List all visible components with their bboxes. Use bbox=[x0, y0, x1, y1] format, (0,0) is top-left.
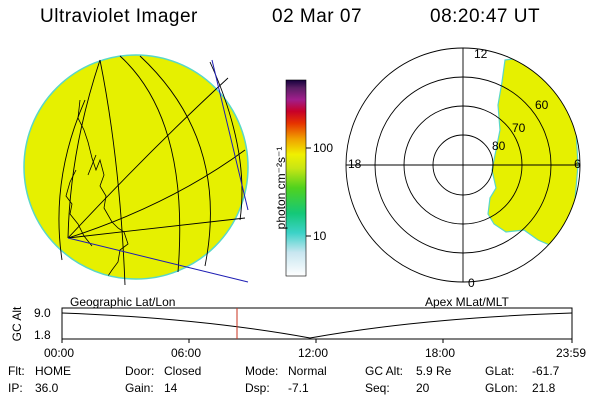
mode-key: Mode: bbox=[245, 364, 279, 378]
altitude-ytick-high: 9.0 bbox=[34, 306, 51, 320]
xtick-label-1800: 18:00 bbox=[425, 346, 456, 360]
door-value: Closed bbox=[164, 364, 202, 378]
gain-key: Gain: bbox=[125, 381, 154, 395]
xtick-label-0000: 00:00 bbox=[44, 346, 75, 360]
gc-alt-value: 5.9 Re bbox=[416, 364, 452, 378]
glat-value: -61.7 bbox=[532, 364, 560, 378]
altitude-ytick-low: 1.8 bbox=[34, 328, 51, 342]
ip-key: IP: bbox=[8, 381, 23, 395]
colorbar-gradient bbox=[285, 79, 307, 277]
mode-value: Normal bbox=[288, 364, 327, 378]
glon-value: 21.8 bbox=[532, 381, 556, 395]
xtick-label-2359: 23:59 bbox=[556, 346, 587, 360]
flight-key: Flt: bbox=[8, 364, 25, 378]
mlt-label-6: 6 bbox=[574, 157, 581, 171]
mlat-label-80: 80 bbox=[492, 139, 506, 153]
mlt-label-0: 0 bbox=[468, 276, 475, 290]
apex-panel-label: Apex MLat/MLT bbox=[425, 295, 509, 309]
dsp-value: -7.1 bbox=[288, 381, 309, 395]
instrument-title: Ultraviolet Imager bbox=[40, 6, 198, 27]
mlat-label-70: 70 bbox=[512, 121, 526, 135]
flight-value: HOME bbox=[35, 364, 71, 378]
coastline-overlay bbox=[65, 99, 129, 279]
seq-value: 20 bbox=[416, 381, 430, 395]
glon-key: GLon: bbox=[485, 381, 518, 395]
satellite-track-line bbox=[67, 237, 249, 283]
terminator-line bbox=[211, 59, 249, 211]
mlt-label-18: 18 bbox=[348, 157, 362, 171]
xtick-label-0600: 06:00 bbox=[171, 346, 202, 360]
gain-value: 14 bbox=[164, 381, 178, 395]
altitude-axis-label: GC Alt bbox=[10, 306, 24, 342]
colorbar-label-100: 100 bbox=[313, 141, 334, 155]
ip-value: 36.0 bbox=[35, 381, 59, 395]
xtick-label-1200: 12:00 bbox=[298, 346, 329, 360]
geographic-panel-label: Geographic Lat/Lon bbox=[70, 295, 176, 309]
colorbar-label-10: 10 bbox=[313, 229, 327, 243]
date-label: 02 Mar 07 bbox=[272, 6, 363, 27]
mlat-label-60: 60 bbox=[535, 98, 549, 112]
geo-grid-lines bbox=[58, 55, 246, 286]
seq-key: Seq: bbox=[365, 381, 390, 395]
gc-alt-key: GC Alt: bbox=[365, 364, 404, 378]
time-label: 08:20:47 UT bbox=[430, 6, 541, 27]
glat-key: GLat: bbox=[485, 364, 515, 378]
door-key: Door: bbox=[125, 364, 155, 378]
dsp-key: Dsp: bbox=[245, 381, 270, 395]
altitude-curve bbox=[61, 312, 573, 339]
mlt-label-12: 12 bbox=[474, 47, 488, 61]
altitude-plot-frame bbox=[61, 307, 573, 340]
